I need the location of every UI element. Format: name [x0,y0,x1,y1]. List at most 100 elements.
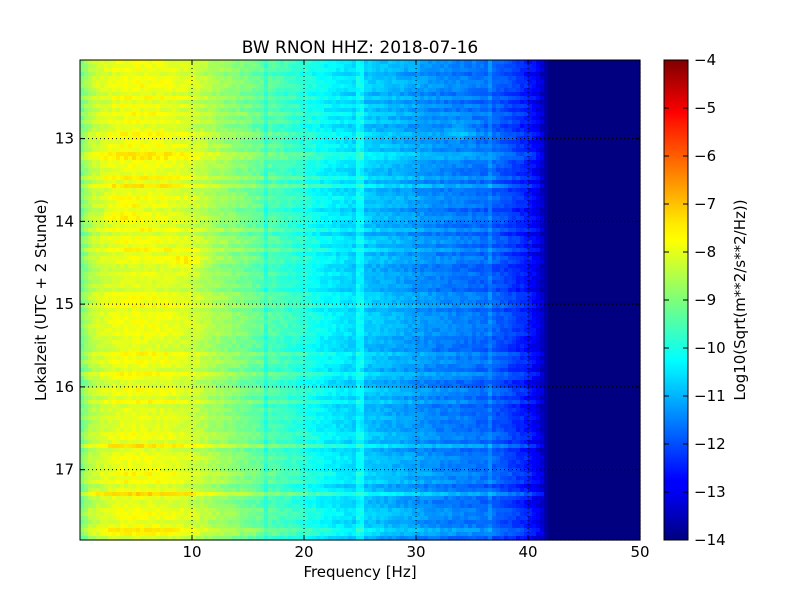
heatmap-cell [592,180,597,185]
heatmap-cell [556,96,561,101]
heatmap-cell [596,116,601,121]
heatmap-cell [428,188,433,193]
heatmap-cell [432,88,437,93]
heatmap-cell [296,100,301,105]
heatmap-cell [88,120,93,125]
heatmap-cell [168,100,173,105]
heatmap-cell [592,132,597,137]
heatmap-cell [416,196,421,201]
heatmap-cell [412,188,417,193]
heatmap-cell [336,172,341,177]
heatmap-cell [384,128,389,133]
heatmap-cell [180,176,185,181]
heatmap-cell [600,112,605,117]
heatmap-cell [636,100,641,105]
heatmap-cell [376,200,381,205]
heatmap-cell [168,96,173,101]
heatmap-cell [160,88,165,93]
heatmap-cell [220,156,225,161]
heatmap-cell [404,196,409,201]
heatmap-cell [168,68,173,73]
heatmap-cell [204,136,209,141]
heatmap-cell [588,76,593,81]
heatmap-cell [100,76,105,81]
heatmap-cell [124,108,129,113]
heatmap-cell [140,64,145,69]
heatmap-cell [108,196,113,201]
heatmap-cell [596,92,601,97]
heatmap-cell [120,92,125,97]
heatmap-cell [188,196,193,201]
heatmap-cell [248,72,253,77]
heatmap-cell [92,92,97,97]
heatmap-cell [476,192,481,197]
heatmap-cell [580,80,585,85]
heatmap-cell [420,176,425,181]
heatmap-cell [344,192,349,197]
heatmap-cell [316,200,321,205]
heatmap-cell [632,172,637,177]
heatmap-cell [140,164,145,169]
heatmap-cell [576,136,581,141]
heatmap-cell [224,120,229,125]
heatmap-cell [156,116,161,121]
heatmap-cell [280,188,285,193]
heatmap-cell [520,164,525,169]
heatmap-cell [616,140,621,145]
heatmap-cell [560,64,565,69]
heatmap-cell [580,104,585,109]
heatmap-cell [248,128,253,133]
heatmap-cell [136,196,141,201]
heatmap-cell [504,188,509,193]
heatmap-cell [316,160,321,165]
heatmap-cell [560,76,565,81]
heatmap-cell [340,120,345,125]
heatmap-cell [388,104,393,109]
heatmap-cell [496,132,501,137]
heatmap-cell [568,168,573,173]
heatmap-cell [508,160,513,165]
heatmap-cell [604,152,609,157]
heatmap-cell [316,152,321,157]
heatmap-cell [600,128,605,133]
heatmap-cell [340,112,345,117]
heatmap-cell [568,100,573,105]
heatmap-cell [92,184,97,189]
heatmap-cell [360,104,365,109]
heatmap-cell [244,184,249,189]
heatmap-cell [200,188,205,193]
heatmap-cell [568,76,573,81]
heatmap-cell [140,72,145,77]
heatmap-cell [260,152,265,157]
heatmap-cell [304,104,309,109]
heatmap-cell [360,164,365,169]
heatmap-cell [352,168,357,173]
heatmap-cell [356,136,361,141]
heatmap-cell [408,112,413,117]
heatmap-cell [100,132,105,137]
heatmap-cell [496,176,501,181]
heatmap-cell [420,136,425,141]
heatmap-cell [92,80,97,85]
heatmap-cell [244,88,249,93]
heatmap-cell [480,60,485,65]
heatmap-cell [560,96,565,101]
heatmap-cell [328,76,333,81]
heatmap-cell [364,176,369,181]
heatmap-cell [412,132,417,137]
heatmap-cell [312,76,317,81]
heatmap-cell [176,128,181,133]
heatmap-cell [308,60,313,65]
heatmap-cell [416,168,421,173]
heatmap-cell [220,92,225,97]
heatmap-cell [124,148,129,153]
heatmap-cell [492,136,497,141]
heatmap-cell [148,168,153,173]
heatmap-cell [464,64,469,69]
heatmap-cell [608,64,613,69]
heatmap-cell [456,172,461,177]
heatmap-cell [468,64,473,69]
heatmap-cell [388,168,393,173]
heatmap-cell [440,176,445,181]
heatmap-cell [300,128,305,133]
